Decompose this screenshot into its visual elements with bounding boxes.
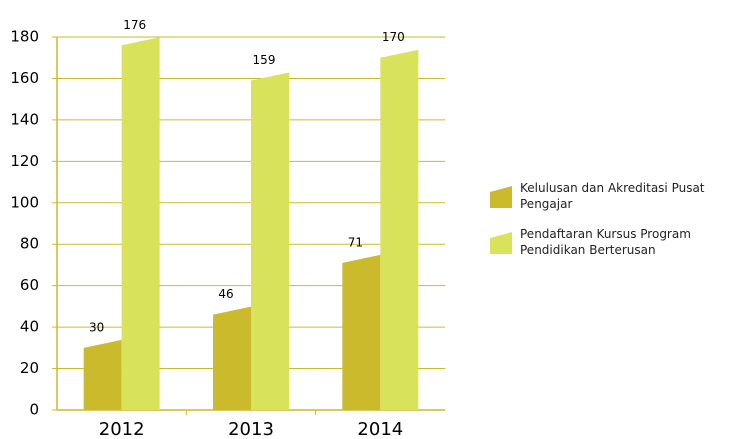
x-tick-label: 2012	[99, 419, 145, 439]
legend-swatch	[490, 232, 512, 254]
y-tick-label: 140	[10, 110, 39, 128]
x-tick-label: 2013	[228, 419, 274, 439]
legend-label: Pendaftaran Kursus Program Pendidikan Be…	[520, 227, 691, 257]
legend-swatch	[490, 186, 512, 208]
y-tick-label: 160	[10, 69, 39, 87]
legend-item: Kelulusan dan Akreditasi Pusat Pengajar	[490, 180, 725, 212]
value-label: 30	[89, 320, 104, 334]
y-tick-label: 180	[10, 28, 39, 46]
legend: Kelulusan dan Akreditasi Pusat Pengajar P…	[490, 180, 725, 272]
y-tick-label: 60	[20, 276, 39, 294]
y-tick-label: 100	[10, 193, 39, 211]
bar	[380, 49, 419, 410]
y-tick-label: 0	[29, 401, 39, 419]
y-tick-label: 80	[20, 235, 39, 253]
legend-swatch-shape	[490, 186, 512, 208]
bar	[251, 72, 289, 411]
bar	[83, 339, 122, 410]
bar	[213, 306, 251, 410]
value-label: 159	[253, 53, 276, 67]
y-tick-label: 20	[20, 359, 39, 377]
legend-label: Kelulusan dan Akreditasi Pusat Pengajar	[520, 181, 705, 211]
legend-item: Pendaftaran Kursus Program Pendidikan Be…	[490, 226, 725, 258]
value-label: 46	[218, 287, 233, 301]
value-label: 71	[348, 235, 363, 249]
value-label: 176	[123, 18, 146, 32]
bar	[342, 254, 381, 410]
bar	[121, 37, 160, 411]
value-label: 170	[382, 30, 405, 44]
y-tick-label: 40	[20, 318, 39, 336]
legend-swatch-shape	[490, 232, 512, 254]
y-tick-label: 120	[10, 152, 39, 170]
x-tick-label: 2014	[357, 419, 403, 439]
